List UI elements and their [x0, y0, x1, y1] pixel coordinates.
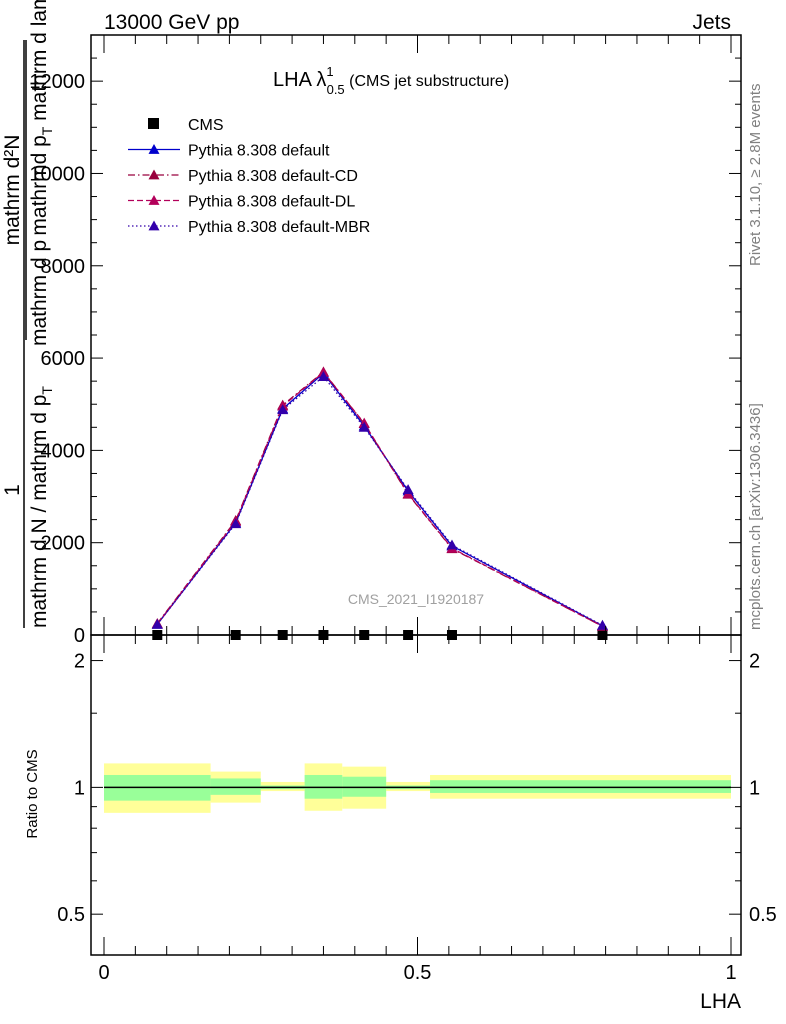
- series-pythia-8-308-default-mbr-marker: [151, 618, 163, 629]
- energy-label: 13000 GeV pp: [104, 11, 239, 34]
- x-tick-label: 1: [725, 962, 736, 984]
- main-y-tick-label: 2000: [41, 533, 86, 555]
- legend-label: Pythia 8.308 default-MBR: [188, 219, 370, 236]
- legend-item: Pythia 8.308 default-CD: [128, 168, 358, 185]
- ratio-y-tick-label-right: 2: [749, 651, 760, 673]
- ratio-y-tick-label: 1: [74, 777, 85, 799]
- legend-marker-triangle: [148, 144, 160, 154]
- main-y-tick-label: 6000: [41, 348, 86, 370]
- rivet-version-label: Rivet 3.1.10, ≥ 2.8M events: [747, 84, 764, 267]
- series-pythia-8-308-default-line: [156, 372, 603, 627]
- analysis-watermark: CMS_2021_I1920187: [348, 591, 484, 607]
- legend-marker-triangle: [148, 169, 160, 180]
- series-pythia-8-308-default-mbr-marker: [402, 484, 414, 495]
- main-y-tick-label: 4000: [41, 440, 86, 462]
- ratio-y-tick-label: 2: [74, 651, 85, 673]
- ylabel-outer-denominator: mathrm d N / mathrm d pT: [28, 386, 55, 628]
- ratio-uncertainty-bands: [104, 763, 731, 813]
- plot-title: LHA λ1 0.5 (CMS jet substructure): [273, 64, 509, 97]
- main-y-tick-label: 10000: [29, 163, 85, 185]
- legend: CMS Pythia 8.308 default Pythia 8.308 defa…: [128, 117, 370, 236]
- legend-item: Pythia 8.308 default-DL: [128, 194, 355, 211]
- x-tick-label: 0: [98, 962, 109, 984]
- legend-label: CMS: [188, 117, 224, 134]
- main-y-tick-label: 0: [74, 625, 85, 647]
- main-y-axis-label: 1 mathrm d N / mathrm d pT mathrm d²N ma…: [1, 0, 55, 628]
- main-series-layer: [151, 366, 608, 640]
- category-label: Jets: [692, 11, 731, 34]
- legend-marker-triangle: [148, 220, 160, 231]
- ylabel-denominator: mathrm d p mathrmd pT mathrm d lambda: [28, 0, 55, 346]
- series-pythia-8-308-default-mbr-line: [156, 375, 603, 626]
- ratio-y-tick-label-right: 1: [749, 777, 760, 799]
- series-pythia-8-308-default-mbr-marker: [317, 371, 329, 381]
- main-y-tick-label: 12000: [29, 71, 85, 93]
- ratio-y-tick-label-right: 0.5: [749, 904, 777, 926]
- legend-item: Pythia 8.308 default-MBR: [128, 219, 370, 236]
- x-tick-label: 0.5: [404, 962, 432, 984]
- legend-marker-square: [148, 118, 159, 129]
- ratio-panel-frame: [90, 634, 742, 956]
- axes-layer: 0 2000 4000 6000 8000 10000 12000 0.5 0.5 1 1 2 2 0 0.…: [29, 34, 777, 984]
- legend-marker-triangle: [148, 195, 160, 205]
- ylabel-numerator: mathrm d²N: [1, 135, 24, 246]
- legend-label: Pythia 8.308 default-CD: [188, 168, 358, 185]
- legend-item: CMS: [148, 117, 224, 134]
- x-axis-label: LHA: [700, 990, 741, 1013]
- series-pythia-8-308-default-dl-line: [156, 371, 603, 627]
- main-y-tick-label: 8000: [41, 256, 86, 278]
- series-pythia-8-308-default-mbr-marker: [230, 518, 242, 529]
- legend-label: Pythia 8.308 default-DL: [188, 194, 355, 211]
- ratio-y-tick-label: 0.5: [57, 904, 85, 926]
- series-pythia-8-308-default-mbr-marker: [446, 539, 458, 550]
- series-pythia-8-308-default-mbr-marker: [596, 619, 608, 630]
- ratio-band-green: [430, 780, 731, 793]
- series-pythia-8-308-default-cd-line: [156, 371, 603, 627]
- series-pythia-8-308-default-mbr-marker: [277, 404, 289, 415]
- legend-item: Pythia 8.308 default: [128, 143, 330, 160]
- ratio-y-axis-label: Ratio to CMS: [24, 749, 41, 838]
- mcplots-label: mcplots.cern.ch [arXiv:1306.3436]: [747, 403, 764, 630]
- series-pythia-8-308-default-mbr-marker: [358, 421, 370, 432]
- ylabel-outer-numerator: 1: [1, 484, 24, 496]
- legend-label: Pythia 8.308 default: [188, 143, 330, 160]
